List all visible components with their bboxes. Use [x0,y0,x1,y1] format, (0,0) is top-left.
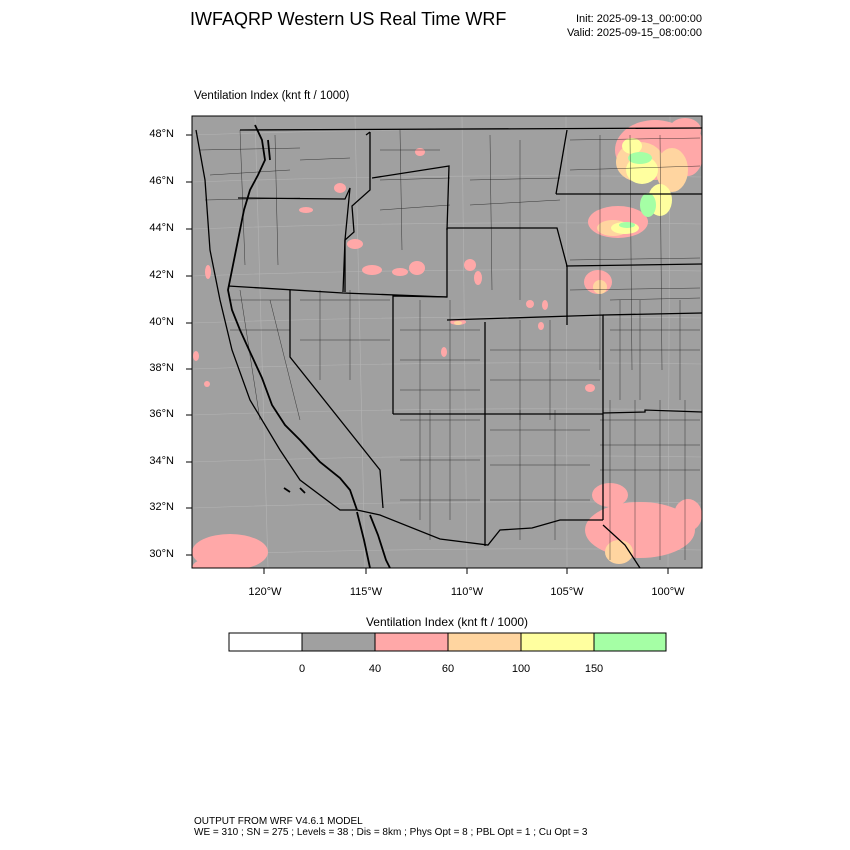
legend-tick-150: 150 [584,663,604,675]
legend-bin-4 [520,632,595,652]
coastlines [227,124,391,568]
legend-title: Ventilation Index (knt ft / 1000) [365,615,529,629]
lat-label-46: 46°N [149,175,174,187]
lat-label-40: 40°N [149,316,174,328]
county-boundaries [199,129,701,560]
field-label: Ventilation Index (knt ft / 1000) [194,90,350,102]
lon-label-110: 110°W [450,586,484,598]
legend-bin-3 [447,632,522,652]
legend-bin-1 [301,632,376,652]
legend-tick-40: 40 [368,663,382,675]
legend-tick-0: 0 [298,663,306,675]
legend-bin-2 [374,632,449,652]
legend-bin-5 [593,632,667,652]
lat-ticks [186,134,192,556]
lon-label-120: 120°W [248,586,282,598]
map-frame [191,115,703,569]
init-time: Init: 2025-09-13_00:00:00 [576,13,702,25]
vi-150-plus-regions [619,152,656,228]
lat-label-30: 30°N [149,548,174,560]
lat-label-42: 42°N [149,269,174,281]
lat-label-34: 34°N [149,455,174,467]
lat-label-32: 32°N [149,501,174,513]
state-boundaries [195,127,702,568]
lon-label-100: 100°W [651,586,685,598]
footer-model-line: OUTPUT FROM WRF V4.6.1 MODEL [194,816,363,827]
page-title: IWFAQRP Western US Real Time WRF [190,9,507,29]
lon-label-105: 105°W [550,586,584,598]
lat-label-44: 44°N [149,222,174,234]
legend-tick-60: 60 [441,663,455,675]
legend-tick-100: 100 [511,663,531,675]
lon-label-115: 115°W [349,586,383,598]
legend-colorbar [228,632,667,652]
lat-label-38: 38°N [149,362,174,374]
valid-time: Valid: 2025-09-15_08:00:00 [567,27,702,39]
lat-label-48: 48°N [149,128,174,140]
lat-label-36: 36°N [149,408,174,420]
footer-config-line: WE = 310 ; SN = 275 ; Levels = 38 ; Dis … [194,827,588,838]
lon-ticks [263,568,669,574]
legend-bin-0 [228,632,303,652]
